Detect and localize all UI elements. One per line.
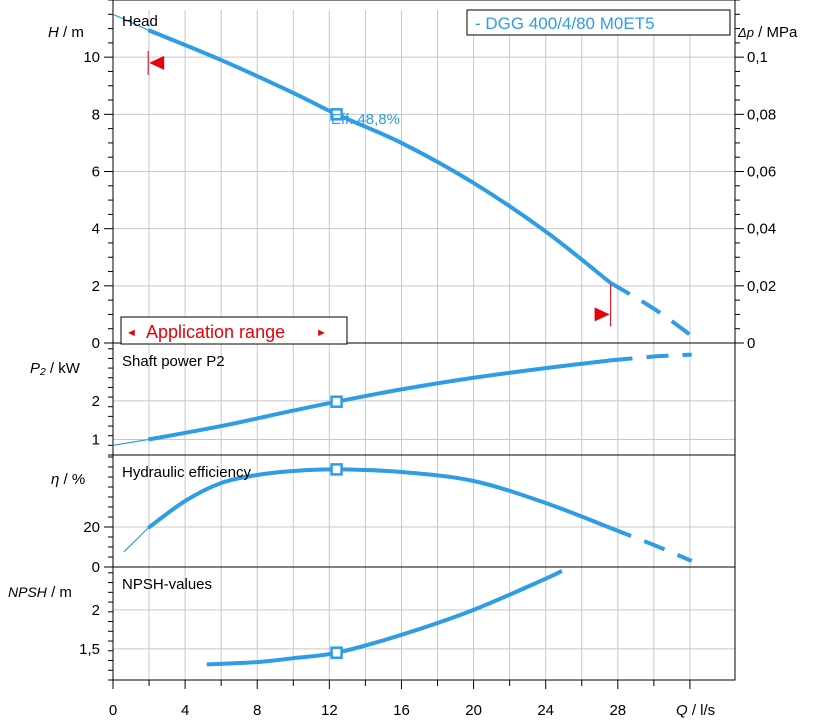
y2-tick-label: 0,08 xyxy=(747,106,776,123)
curve-head-thin xyxy=(112,13,149,31)
x-tick-label: 16 xyxy=(393,702,410,719)
curve-power-thin xyxy=(112,438,149,446)
curve-head-solid xyxy=(147,28,612,285)
y-label-npsh: NPSH / m xyxy=(8,584,72,601)
y-label-power: P₂ / kW xyxy=(30,360,81,377)
application-range-label: Application range xyxy=(146,322,285,342)
y-tick-label: 0 xyxy=(92,335,100,352)
curve-power-solid xyxy=(147,358,611,442)
panel-frame xyxy=(112,566,736,681)
y-label-pressure: Δp / MPa xyxy=(737,24,798,41)
x-axis-label: Q / l/s xyxy=(676,702,715,719)
x-tick-label: 28 xyxy=(609,702,626,719)
y-label-efficiency: η / % xyxy=(51,471,85,488)
operating-point-marker xyxy=(330,108,343,121)
x-tick-label: 24 xyxy=(537,702,554,719)
y-label-efficiency-unit: / % xyxy=(59,471,85,488)
y-tick-label: 6 xyxy=(92,164,100,181)
y-label-power-unit: / kW xyxy=(46,360,81,377)
x-tick-label: 20 xyxy=(465,702,482,719)
y-tick-label: 1 xyxy=(92,432,100,449)
curves xyxy=(112,13,693,667)
range-markers xyxy=(147,50,612,327)
y2-tick-label: 0 xyxy=(747,335,755,352)
y-label-npsh-unit: / m xyxy=(47,584,72,601)
panel-title-efficiency: Hydraulic efficiency xyxy=(122,464,251,481)
range-end-marker xyxy=(594,307,610,322)
operating-point-marker xyxy=(330,395,343,408)
y-label-head: H / m xyxy=(48,24,84,41)
y-tick-label: 20 xyxy=(83,519,100,536)
x-tick-label: 12 xyxy=(321,702,338,719)
y-tick-label: 10 xyxy=(83,49,100,66)
application-range-box xyxy=(120,316,348,345)
panel-title-power: Shaft power P2 xyxy=(122,353,225,370)
curve-npsh-solid xyxy=(206,569,563,667)
curve-head-dashed xyxy=(609,281,693,338)
x-tick-label: 8 xyxy=(253,702,261,719)
legend-box xyxy=(466,9,731,36)
operating-point-marker xyxy=(330,463,343,476)
panel-title-head: Head xyxy=(122,13,158,30)
y-label-npsh-var: NPSH xyxy=(8,584,48,600)
operating-point-marker xyxy=(330,646,343,659)
efficiency-annotation: Eff. 48,8% xyxy=(331,111,400,128)
y-label-head-unit: / m xyxy=(59,24,84,41)
axis-ticks: 0 4 8 12 16 20 24 28024681000,020,040,060,080,1… xyxy=(79,0,776,719)
x-axis-label-var: Q xyxy=(676,702,688,719)
y-tick-label: 8 xyxy=(92,106,100,123)
y-label-pressure-unit: / MPa xyxy=(754,24,798,41)
y-label-head-var: H xyxy=(48,24,59,41)
x-axis-label-unit: / l/s xyxy=(688,702,716,719)
y2-tick-label: 0,02 xyxy=(747,278,776,295)
grid-lines xyxy=(113,10,735,680)
y-tick-label: 0 xyxy=(92,559,100,576)
y-label-pressure-var: Δp xyxy=(737,25,754,40)
y2-tick-label: 0,04 xyxy=(747,221,776,238)
legend-entry: - DGG 400/4/80 M0ET5 xyxy=(475,14,655,33)
y-tick-label: 1,5 xyxy=(79,641,100,658)
x-tick-label: 0 xyxy=(109,702,117,719)
y2-tick-label: 0,06 xyxy=(747,164,776,181)
curve-power-dashed xyxy=(610,352,692,363)
range-start-marker xyxy=(149,55,165,70)
x-tick-label: 4 xyxy=(181,702,189,719)
application-range-left-arrow: ◄ xyxy=(126,327,137,339)
y-tick-label: 4 xyxy=(92,221,100,238)
curve-efficiency-dashed xyxy=(609,526,693,563)
curve-efficiency-thin xyxy=(123,527,149,553)
curve-efficiency-solid xyxy=(146,467,612,530)
application-range-right-arrow: ► xyxy=(316,327,327,339)
y-tick-label: 2 xyxy=(92,278,100,295)
y-label-efficiency-var: η xyxy=(51,471,59,488)
y-tick-label: 2 xyxy=(92,602,100,619)
panel-title-npsh: NPSH-values xyxy=(122,576,212,593)
y2-tick-label: 0,1 xyxy=(747,49,768,66)
y-tick-label: 2 xyxy=(92,393,100,410)
y-label-power-var: P₂ xyxy=(30,360,46,377)
